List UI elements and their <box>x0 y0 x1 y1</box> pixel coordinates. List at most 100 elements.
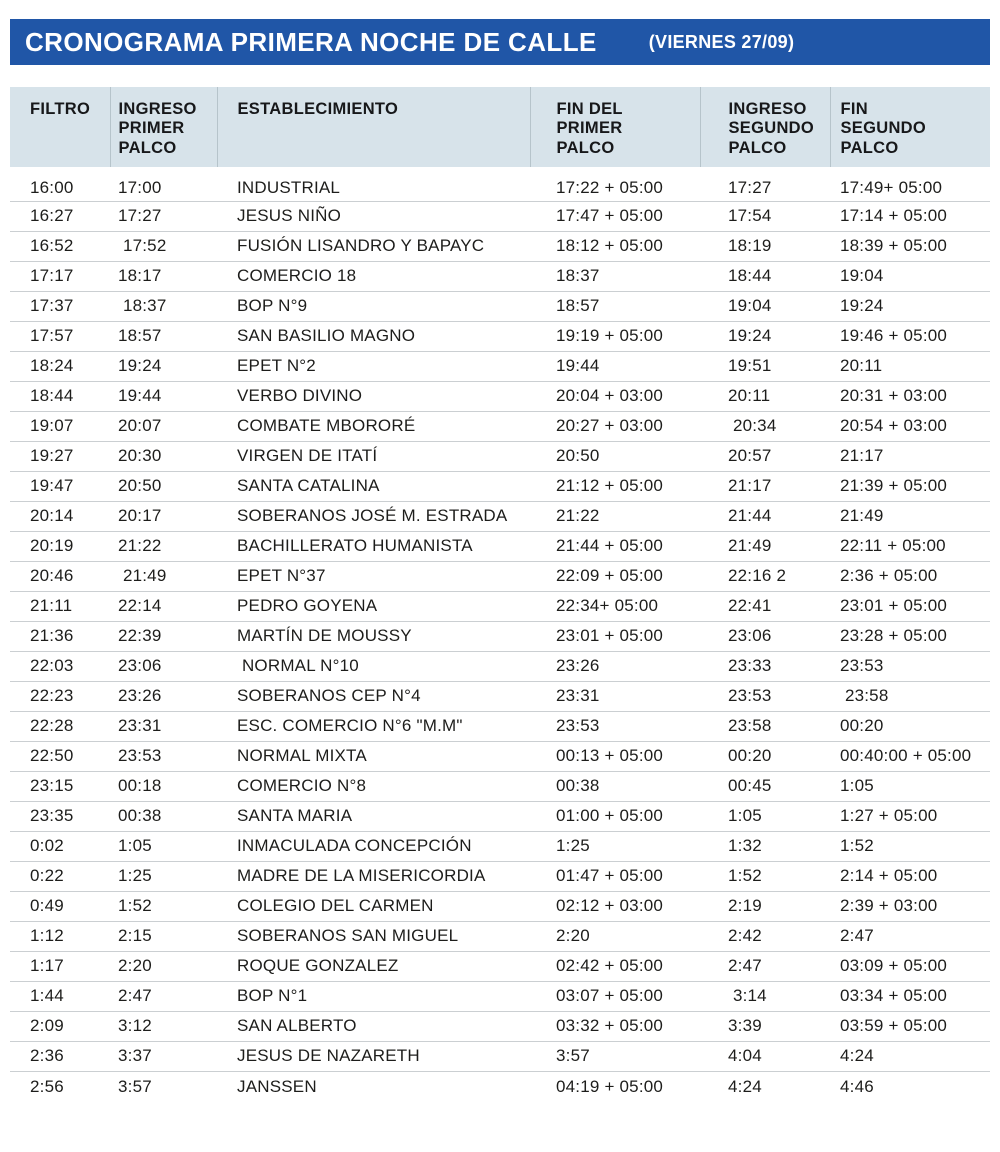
title-banner: CRONOGRAMA PRIMERA NOCHE DE CALLE (VIERN… <box>10 19 990 65</box>
cell-ingreso-segundo-palco: 1:05 <box>700 800 830 832</box>
cell-filtro: 2:09 <box>10 1010 110 1042</box>
cell-fin-segundo-palco: 20:31 + 03:00 <box>830 380 990 412</box>
table-row: 16:52 17:52 FUSIÓN LISANDRO Y BAPAYC 18:12… <box>10 230 990 262</box>
table-row: 18:24 19:24 EPET N°2 19:44 19:51 20:11 <box>10 350 990 382</box>
cell-ingreso-segundo-palco: 23:58 <box>700 710 830 742</box>
cell-fin-del-primer-palco: 23:01 + 05:00 <box>530 620 700 652</box>
cell-fin-segundo-palco: 19:04 <box>830 260 990 292</box>
table-row: 2:36 3:37 JESUS DE NAZARETH 3:57 4:04 4:24 <box>10 1040 990 1072</box>
cell-ingreso-segundo-palco: 2:19 <box>700 890 830 922</box>
cell-establecimiento: SOBERANOS SAN MIGUEL <box>217 920 530 952</box>
cell-establecimiento: JANSSEN <box>217 1070 530 1102</box>
table-row: 17:37 18:37 BOP N°9 18:57 19:04 19:24 <box>10 290 990 322</box>
cell-ingreso-segundo-palco: 20:57 <box>700 440 830 472</box>
cell-fin-del-primer-palco: 00:13 + 05:00 <box>530 740 700 772</box>
cell-fin-segundo-palco: 22:11 + 05:00 <box>830 530 990 562</box>
cell-ingreso-segundo-palco: 18:19 <box>700 230 830 262</box>
cell-establecimiento: SOBERANOS JOSÉ M. ESTRADA <box>217 500 530 532</box>
cell-filtro: 0:22 <box>10 860 110 892</box>
cell-fin-segundo-palco: 19:24 <box>830 290 990 322</box>
cell-fin-del-primer-palco: 1:25 <box>530 830 700 862</box>
cell-ingreso-primer-palco: 17:52 <box>110 230 217 262</box>
table-row: 1:44 2:47 BOP N°1 03:07 + 05:00 3:14 03:34 +… <box>10 980 990 1012</box>
cell-fin-segundo-palco: 23:58 <box>830 680 990 712</box>
cell-establecimiento: COMBATE MBORORÉ <box>217 410 530 442</box>
col-header-ingreso-primer-palco: INGRESO PRIMER PALCO <box>109 87 217 176</box>
table-row: 17:57 18:57 SAN BASILIO MAGNO 19:19 + 05:00… <box>10 320 990 352</box>
cell-ingreso-segundo-palco: 1:32 <box>700 830 830 862</box>
cell-fin-segundo-palco: 23:01 + 05:00 <box>830 590 990 622</box>
cell-ingreso-segundo-palco: 2:47 <box>700 950 830 982</box>
cell-establecimiento: BOP N°9 <box>217 290 530 322</box>
cell-filtro: 22:50 <box>10 740 110 772</box>
col-header-fin-segundo-palco: FIN SEGUNDO PALCO <box>829 87 990 176</box>
cell-fin-segundo-palco: 2:14 + 05:00 <box>830 860 990 892</box>
date-note: (VIERNES 27/09) <box>648 31 795 52</box>
cell-fin-segundo-palco: 00:20 <box>830 710 990 742</box>
table-row: 1:17 2:20 ROQUE GONZALEZ 02:42 + 05:00 2:47 0… <box>10 950 990 982</box>
cell-ingreso-segundo-palco: 23:53 <box>700 680 830 712</box>
cell-fin-del-primer-palco: 23:26 <box>530 650 700 682</box>
cell-establecimiento: EPET N°2 <box>217 350 530 382</box>
cell-ingreso-primer-palco: 22:14 <box>110 590 217 622</box>
cell-fin-del-primer-palco: 00:38 <box>530 770 700 802</box>
cell-ingreso-primer-palco: 1:52 <box>110 890 217 922</box>
cell-ingreso-segundo-palco: 21:49 <box>700 530 830 562</box>
cell-fin-del-primer-palco: 3:57 <box>530 1040 700 1072</box>
cell-filtro: 20:14 <box>10 500 110 532</box>
cell-filtro: 2:56 <box>10 1070 110 1102</box>
cell-ingreso-primer-palco: 23:31 <box>110 710 217 742</box>
cell-filtro: 16:52 <box>10 230 110 262</box>
cell-ingreso-segundo-palco: 22:41 <box>700 590 830 622</box>
cell-ingreso-segundo-palco: 00:20 <box>700 740 830 772</box>
cell-establecimiento: ROQUE GONZALEZ <box>217 950 530 982</box>
cell-filtro: 1:12 <box>10 920 110 952</box>
cell-establecimiento: NORMAL N°10 <box>217 650 530 682</box>
cell-fin-del-primer-palco: 20:27 + 03:00 <box>530 410 700 442</box>
table-row: 22:28 23:31 ESC. COMERCIO N°6 "M.M" 23:53 23… <box>10 710 990 742</box>
cell-fin-del-primer-palco: 21:22 <box>530 500 700 532</box>
cell-filtro: 0:02 <box>10 830 110 862</box>
table-row: 20:14 20:17 SOBERANOS JOSÉ M. ESTRADA 21:22… <box>10 500 990 532</box>
cell-filtro: 22:23 <box>10 680 110 712</box>
cell-establecimiento: PEDRO GOYENA <box>217 590 530 622</box>
cell-ingreso-primer-palco: 18:37 <box>110 290 217 322</box>
header-row: FILTRO INGRESO PRIMER PALCO ESTABLECIMIE… <box>10 87 990 176</box>
cell-ingreso-primer-palco: 2:15 <box>110 920 217 952</box>
table-row: 20:46 21:49 EPET N°37 22:09 + 05:00 22:16 2… <box>10 560 990 592</box>
cell-ingreso-segundo-palco: 19:51 <box>700 350 830 382</box>
cell-ingreso-primer-palco: 3:57 <box>110 1070 217 1102</box>
cell-filtro: 20:19 <box>10 530 110 562</box>
cell-filtro: 19:07 <box>10 410 110 442</box>
cell-ingreso-segundo-palco: 18:44 <box>700 260 830 292</box>
cell-establecimiento: COMERCIO N°8 <box>217 770 530 802</box>
cell-fin-segundo-palco: 1:05 <box>830 770 990 802</box>
table-row: 16:00 17:00 INDUSTRIAL 17:22 + 05:00 17:27 17… <box>10 171 990 201</box>
cell-fin-del-primer-palco: 18:12 + 05:00 <box>530 230 700 262</box>
cell-ingreso-segundo-palco: 17:27 <box>728 178 772 198</box>
cell-ingreso-primer-palco: 1:25 <box>110 860 217 892</box>
cell-ingreso-segundo-palco: 20:34 <box>700 410 830 442</box>
cell-filtro: 23:35 <box>10 800 110 832</box>
cell-establecimiento: INMACULADA CONCEPCIÓN <box>217 830 530 862</box>
cell-establecimiento: COMERCIO 18 <box>217 260 530 292</box>
table-row: 21:36 22:39 MARTÍN DE MOUSSY 23:01 + 05:00 2… <box>10 620 990 652</box>
cell-establecimiento: VIRGEN DE ITATÍ <box>217 440 530 472</box>
cell-fin-del-primer-palco: 17:47 + 05:00 <box>530 200 700 232</box>
cell-ingreso-primer-palco: 23:26 <box>110 680 217 712</box>
cell-establecimiento: VERBO DIVINO <box>217 380 530 412</box>
cell-fin-segundo-palco: 21:17 <box>830 440 990 472</box>
cell-fin-del-primer-palco: 19:19 + 05:00 <box>530 320 700 352</box>
cell-fin-segundo-palco: 17:14 + 05:00 <box>830 200 990 232</box>
schedule-header: FILTRO INGRESO PRIMER PALCO ESTABLECIMIE… <box>10 87 990 176</box>
cell-fin-del-primer-palco: 21:12 + 05:00 <box>530 470 700 502</box>
cell-filtro: 0:49 <box>10 890 110 922</box>
cell-ingreso-primer-palco: 3:37 <box>110 1040 217 1072</box>
cell-fin-segundo-palco: 03:09 + 05:00 <box>830 950 990 982</box>
cell-filtro: 22:28 <box>10 710 110 742</box>
cell-ingreso-primer-palco: 3:12 <box>110 1010 217 1042</box>
cell-fin-del-primer-palco: 20:50 <box>530 440 700 472</box>
table-row: 1:12 2:15 SOBERANOS SAN MIGUEL 2:20 2:42 2:47 <box>10 920 990 952</box>
table-row: 23:35 00:38 SANTA MARIA 01:00 + 05:00 1:05 1:… <box>10 800 990 832</box>
cell-filtro: 1:17 <box>10 950 110 982</box>
